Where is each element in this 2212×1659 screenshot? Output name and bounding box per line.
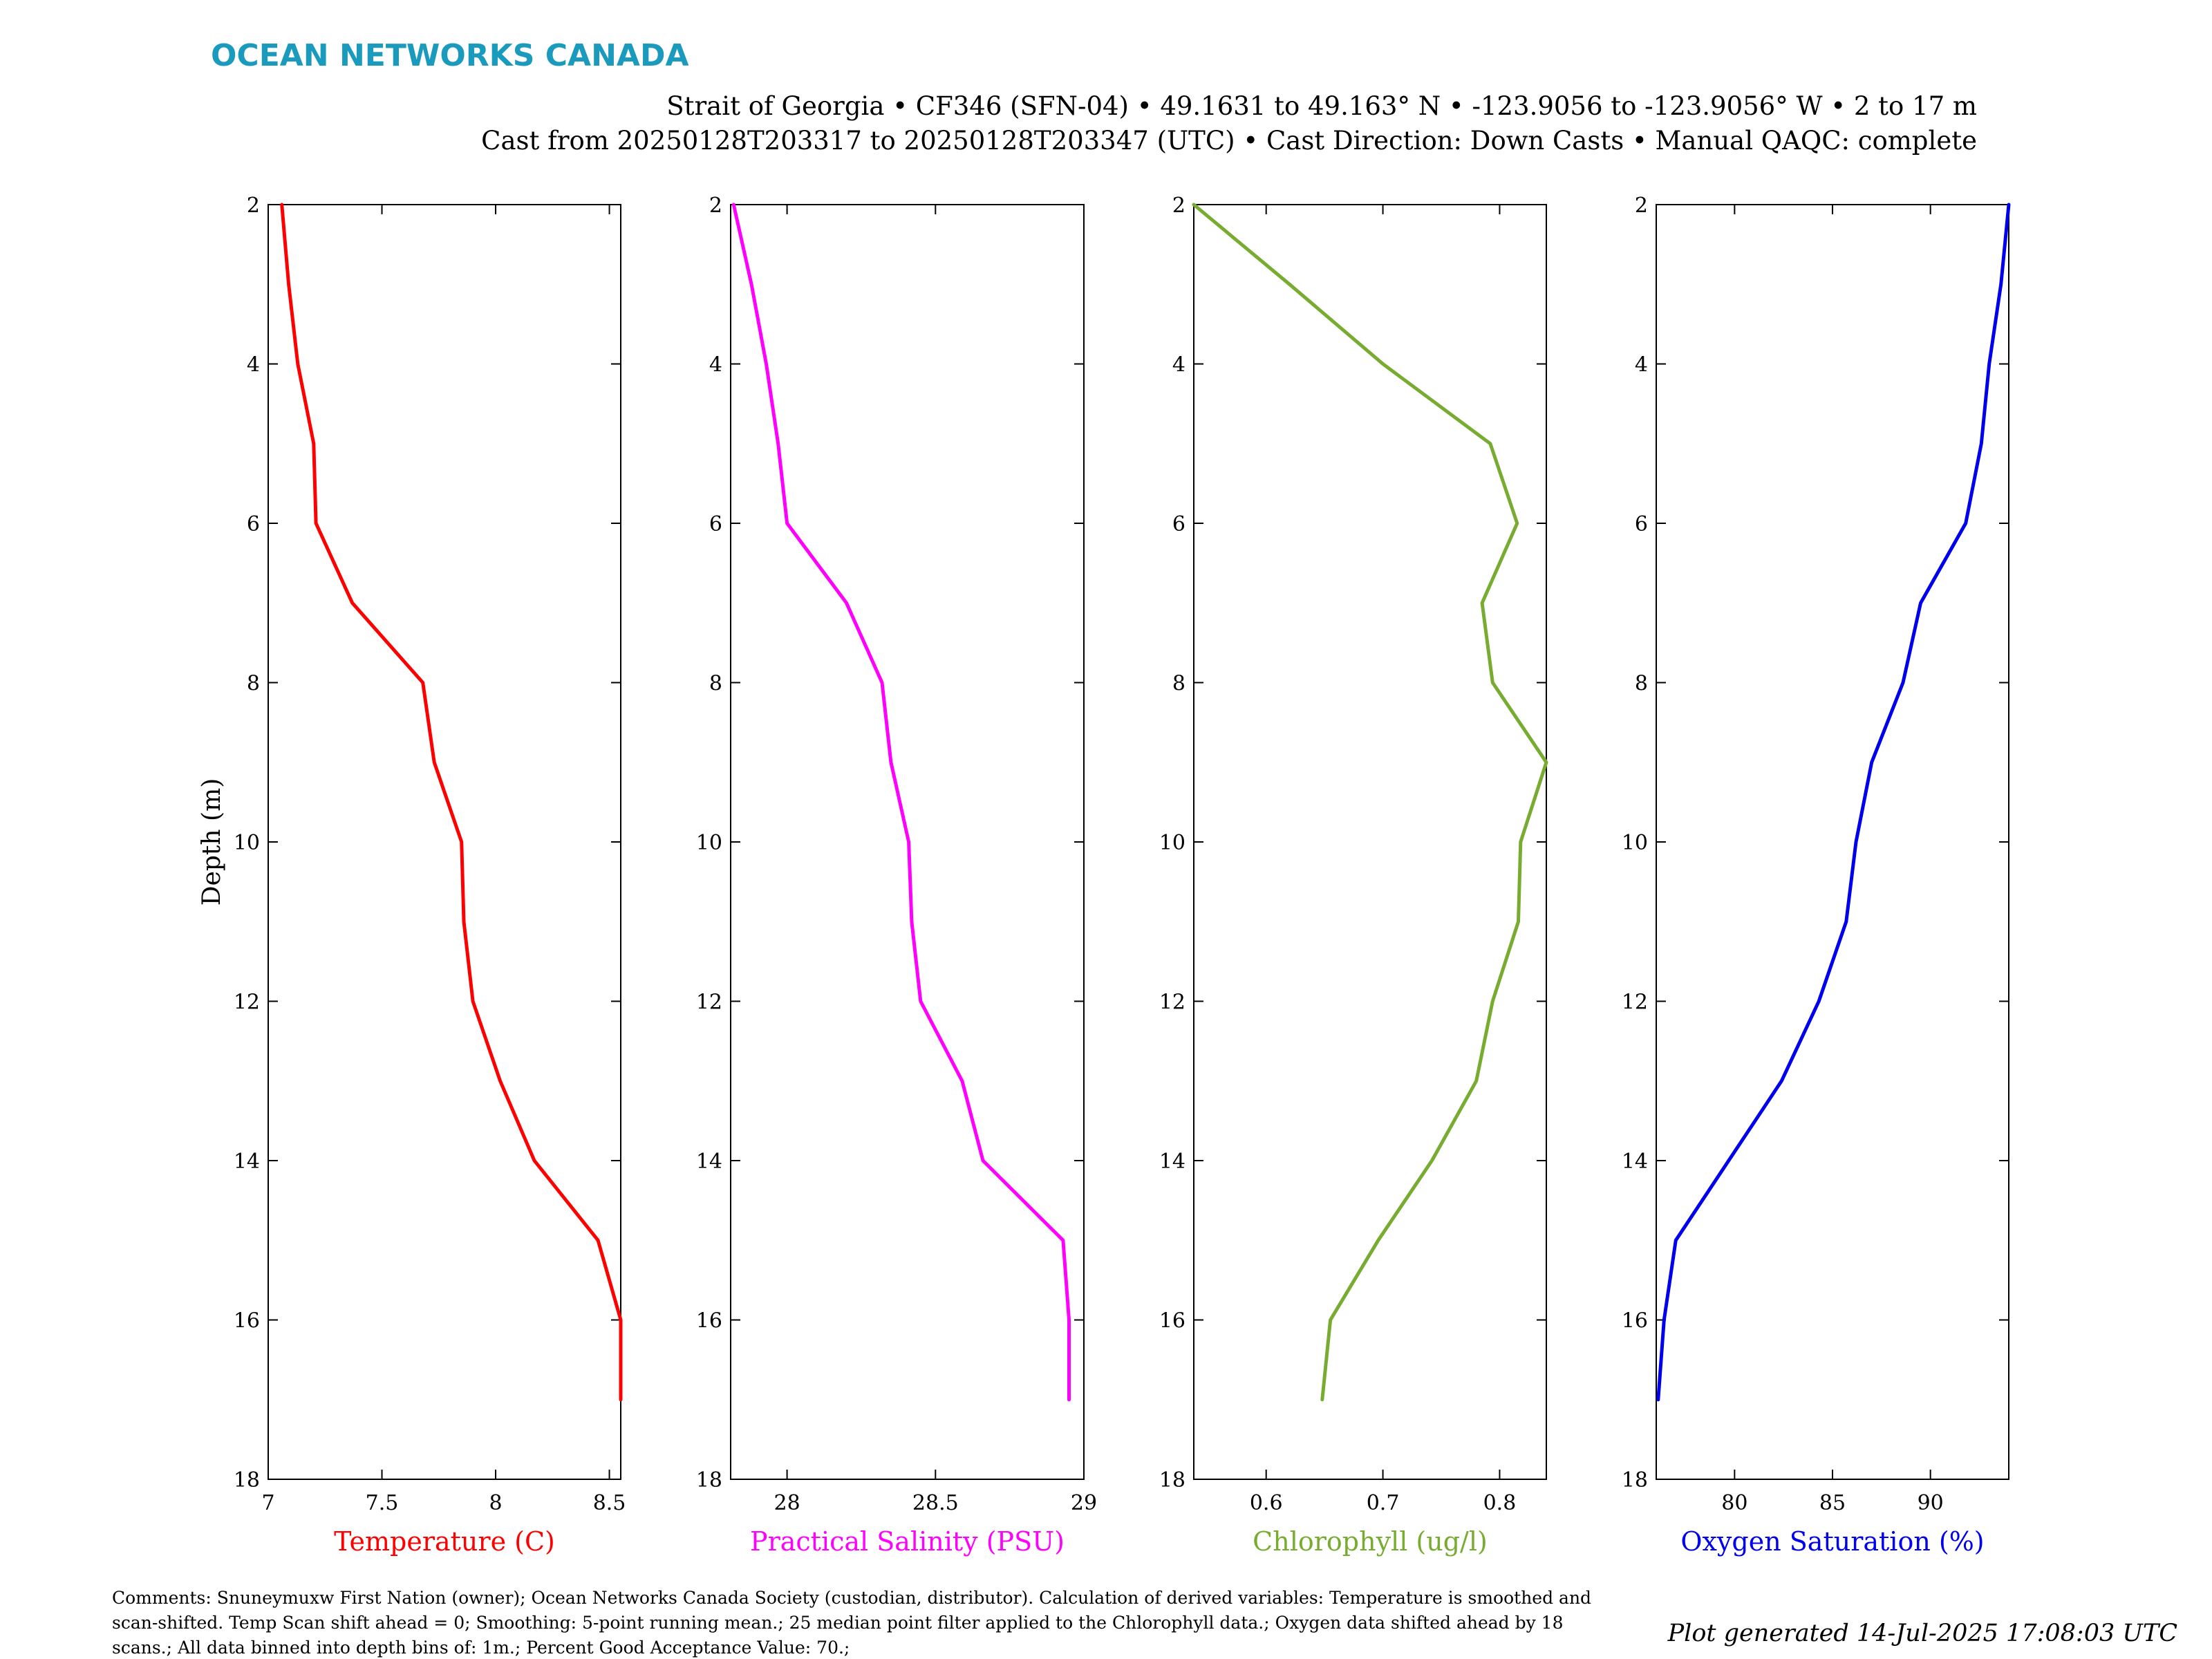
ocean-networks-canada-logo: OCEAN NETWORKS CANADA (211, 38, 689, 73)
y-tick-label: 2 (1172, 194, 1185, 218)
y-tick-label: 4 (1635, 353, 1648, 377)
comments-line-3: scans.; All data binned into depth bins … (112, 1638, 850, 1658)
y-tick-label: 14 (696, 1150, 722, 1174)
y-tick-label: 18 (234, 1468, 260, 1492)
y-tick-label: 18 (1622, 1468, 1648, 1492)
y-tick-label: 6 (1172, 512, 1185, 536)
x-tick-label: 85 (1819, 1491, 1846, 1515)
plot-area-frame (268, 204, 621, 1480)
panel-4: 2 4 6 8 10 12 14 16 18 80 85 90 Oxygen Saturation (%… (1622, 194, 2011, 1557)
y-tick-label: 10 (1622, 831, 1648, 855)
y-tick-label: 10 (1159, 831, 1185, 855)
plot-area-frame (1656, 204, 2009, 1480)
comments-block: Comments: Snuneymuxw First Nation (owner… (112, 1588, 1591, 1658)
y-tick-label: 8 (709, 672, 722, 696)
x-tick-label: 7 (261, 1491, 274, 1515)
x-tick-label: 90 (1918, 1491, 1944, 1515)
y-tick-label: 12 (1159, 991, 1185, 1015)
y-tick-label: 18 (696, 1468, 722, 1492)
y-tick-label: 10 (234, 831, 260, 855)
header-cast-line: Cast from 20250128T203317 to 20250128T20… (481, 126, 1977, 156)
comments-line-2: scan-shifted. Temp Scan shift ahead = 0;… (112, 1613, 1564, 1633)
x-tick-label: 0.7 (1367, 1491, 1400, 1515)
x-tick-label: 28 (774, 1491, 800, 1515)
y-tick-label: 8 (247, 672, 260, 696)
y-tick-label: 12 (696, 991, 722, 1015)
header-location-line: Strait of Georgia • CF346 (SFN-04) • 49.… (666, 91, 1977, 121)
y-tick-label: 14 (1159, 1150, 1185, 1174)
y-tick-label: 16 (696, 1309, 722, 1333)
y-tick-label: 4 (709, 353, 722, 377)
x-tick-label: 0.8 (1483, 1491, 1517, 1515)
x-axis-label: Practical Salinity (PSU) (750, 1526, 1065, 1557)
x-tick-label: 7.5 (366, 1491, 399, 1515)
y-tick-label: 10 (696, 831, 722, 855)
y-tick-label: 6 (1635, 512, 1648, 536)
y-tick-label: 2 (1635, 194, 1648, 218)
x-tick-label: 80 (1721, 1491, 1747, 1515)
y-tick-label: 12 (234, 991, 260, 1015)
y-tick-label: 14 (234, 1150, 260, 1174)
x-tick-label: 0.6 (1250, 1491, 1283, 1515)
y-tick-label: 4 (247, 353, 260, 377)
y-tick-label: 8 (1172, 672, 1185, 696)
y-tick-label: 16 (1159, 1309, 1185, 1333)
series-line (1192, 203, 1548, 1402)
series-line (731, 203, 1071, 1402)
x-axis-label: Chlorophyll (ug/l) (1253, 1526, 1488, 1557)
y-tick-label: 2 (709, 194, 722, 218)
x-axis-label: Temperature (C) (334, 1526, 555, 1557)
y-tick-label: 16 (234, 1309, 260, 1333)
x-tick-label: 28.5 (912, 1491, 959, 1515)
panel-3: 2 4 6 8 10 12 14 16 18 0.6 0.7 0.8 Chlorophyll (ug/l… (1159, 194, 1548, 1557)
y-tick-label: 6 (709, 512, 722, 536)
series-line (1656, 203, 2011, 1402)
series-line (280, 203, 623, 1402)
x-axis-label: Oxygen Saturation (%) (1680, 1526, 1984, 1557)
x-tick-label: 29 (1071, 1491, 1097, 1515)
y-tick-label: 4 (1172, 353, 1185, 377)
x-tick-label: 8.5 (593, 1491, 626, 1515)
y-axis-label: Depth (m) (198, 778, 226, 906)
y-tick-label: 12 (1622, 991, 1648, 1015)
x-tick-label: 8 (489, 1491, 502, 1515)
y-tick-label: 18 (1159, 1468, 1185, 1492)
y-tick-label: 8 (1635, 672, 1648, 696)
comments-line-1: Comments: Snuneymuxw First Nation (owner… (112, 1588, 1591, 1608)
y-tick-label: 16 (1622, 1309, 1648, 1333)
panel-1: 2 4 6 8 10 12 14 16 187 7.5 8 8.5 Temperature (C) (234, 194, 626, 1557)
plot-generated-timestamp: Plot generated 14-Jul-2025 17:08:03 UTC (1667, 1620, 2178, 1647)
y-tick-label: 2 (247, 194, 260, 218)
y-tick-label: 6 (247, 512, 260, 536)
plot-area-frame (1193, 204, 1547, 1480)
y-tick-label: 14 (1622, 1150, 1648, 1174)
